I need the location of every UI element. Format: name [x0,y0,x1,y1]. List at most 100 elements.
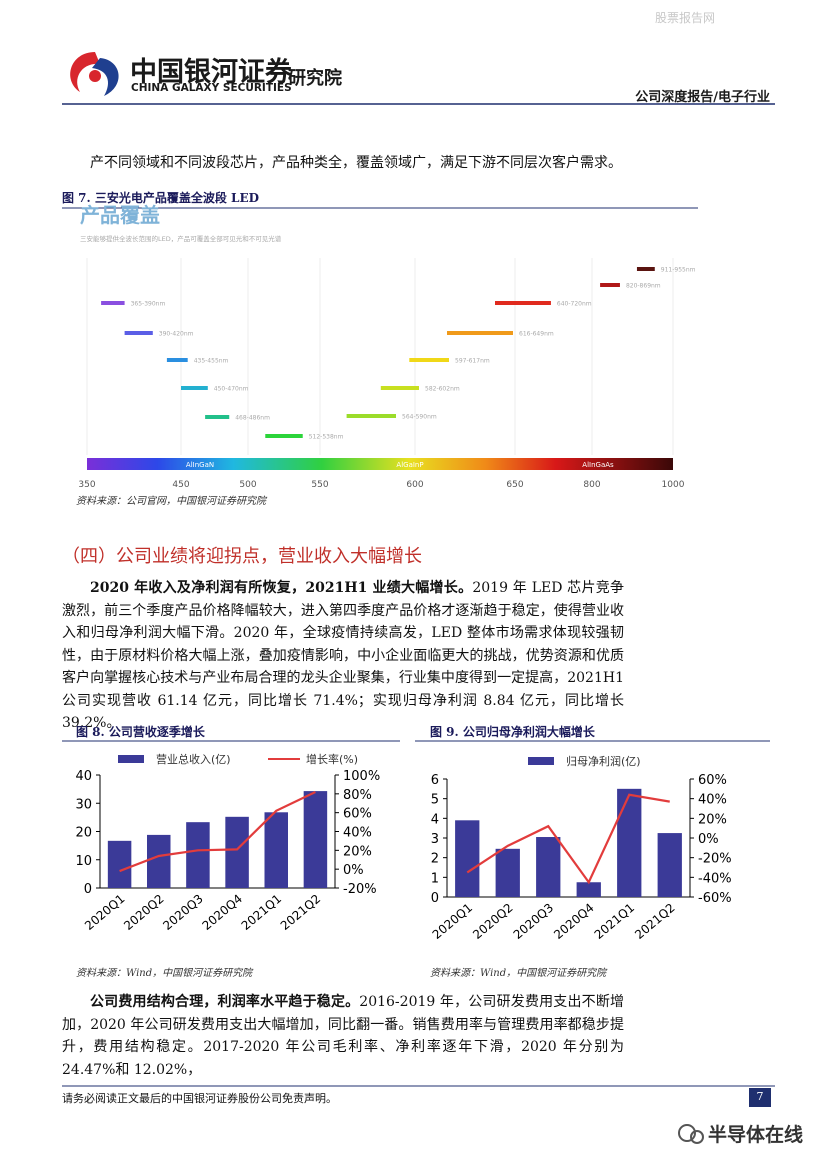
text: 2016-2019 年，公司研发费用支出不断增加，2020 年公司研发费用支出大… [62,994,624,1078]
y-tick-label: 40 [75,769,92,784]
y-tick-label: 0 [431,891,439,906]
y-tick-label: 1 [431,871,439,886]
paragraph: 公司费用结构合理，利润率水平趋于稳定。2016-2019 年，公司研发费用支出不… [62,991,624,1081]
bar-label: 450-470nm [214,386,249,393]
bar-label: 468-486nm [235,415,270,422]
y2-tick-label: 80% [343,788,372,803]
y2-tick-label: 20% [343,844,372,859]
x-tick-label: 450 [172,480,189,490]
x-tick-label: 2020Q3 [511,901,556,942]
company-cn: 中国银河证券 [130,57,292,88]
figure-caption: 图 8. 公司营收逐季增长 [76,725,205,739]
range-bar [495,301,551,305]
range-bar [101,301,125,305]
bar [576,882,601,897]
range-bar [380,386,419,390]
band-label: AlInGaN [186,461,214,469]
figure-caption: 图 7. 三安光电产品覆盖全波段 LED [62,191,260,205]
x-tick-label: 1000 [662,480,685,490]
y2-tick-label: 40% [698,793,727,808]
y2-tick-label: 100% [343,769,380,784]
y2-tick-label: 0% [343,863,364,878]
range-bar [124,331,153,335]
bar [455,820,480,897]
text: 2019 年 LED 芯片竞争激烈，前三个季度产品价格降幅较大，进入第四季度产品… [62,580,624,731]
section-heading: （四）公司业绩将迎拐点，营业收入大幅增长 [62,546,422,567]
x-tick-label: 350 [78,480,95,490]
x-tick-label: 550 [311,480,328,490]
company-en: CHINA GALAXY SECURITIES [131,82,292,94]
y-tick-label: 20 [75,826,92,841]
range-bar [166,358,188,362]
bar [495,848,520,897]
x-tick-label: 800 [583,480,600,490]
legend-label: 增长率(%) [306,752,358,766]
bar [186,822,210,888]
x-tick-label: 2020Q4 [200,892,245,933]
band-label: AlGaInP [396,461,423,469]
y2-tick-label: 20% [698,812,727,827]
y-tick-label: 5 [431,793,439,808]
range-bar [636,267,655,271]
lead: 2020 年收入及净利润有所恢复，2021H1 业绩大幅增长。 [90,580,473,596]
legend-swatch [528,757,554,765]
range-bar [600,283,620,287]
report-type: 公司深度报告/电子行业 [635,90,770,105]
watermark: 股票报告网 [655,11,716,25]
legend-label: 营业总收入(亿) [156,752,231,766]
spectrum [87,458,673,470]
bar [617,788,642,897]
bar [107,840,132,888]
line [466,793,670,885]
y2-tick-label: -20% [343,882,377,897]
figure-source: 资料来源：Wind，中国银河证券研究院 [430,968,607,979]
chart-title: 产品覆盖 [80,203,160,227]
y2-tick-label: -40% [698,871,732,886]
y2-tick-label: -60% [698,891,732,906]
bar [225,816,249,888]
band-label: AlInGaAs [582,461,614,469]
line [119,790,316,873]
x-tick-label: 2020Q3 [160,892,205,933]
y2-tick-label: 60% [698,773,727,788]
x-tick-label: 2020Q1 [430,901,475,942]
bar-label: 564-590nm [402,414,437,421]
bar [147,834,171,888]
x-tick-label: 2021Q1 [239,892,284,933]
bar [303,791,328,888]
y-tick-label: 4 [431,812,439,827]
figure-source: 资料来源：公司官网，中国银河证券研究院 [76,496,266,507]
bar [264,812,288,888]
x-tick-label: 650 [506,480,523,490]
range-bar [409,358,449,362]
logo [70,52,119,96]
bar-label: 911-955nm [661,267,696,274]
y-tick-label: 3 [431,832,439,847]
y2-tick-label: 40% [343,826,372,841]
bar-label: 820-869nm [626,283,661,290]
bar-label: 390-420nm [159,331,194,338]
figure-caption: 图 9. 公司归母净利润大幅增长 [430,725,595,739]
range-bar [346,414,396,418]
page-number: 7 [756,1090,764,1103]
paragraph: 产不同领域和不同波段芯片，产品种类全，覆盖领域广，满足下游不同层次客户需求。 [90,155,622,171]
legend-label: 归母净利润(亿) [566,754,641,768]
bar-label: 365-390nm [131,301,166,308]
range-bar [447,331,513,335]
paragraph: 2020 年收入及净利润有所恢复，2021H1 业绩大幅增长。2019 年 LE… [62,577,624,735]
y-tick-label: 0 [84,882,92,897]
y-tick-label: 30 [75,797,92,812]
range-bar [181,386,208,390]
x-tick-label: 500 [239,480,256,490]
bar-label: 435-455nm [194,358,229,365]
x-tick-label: 2021Q2 [278,892,323,933]
x-tick-label: 2020Q1 [82,892,127,933]
bar-label: 597-617nm [455,358,490,365]
x-tick-label: 2021Q2 [632,901,677,942]
y-tick-label: 10 [75,854,92,869]
x-tick-label: 2021Q1 [592,901,637,942]
lead: 公司费用结构合理，利润率水平趋于稳定。 [90,994,360,1010]
y2-tick-label: 0% [698,832,719,847]
x-tick-label: 2020Q2 [470,901,515,942]
